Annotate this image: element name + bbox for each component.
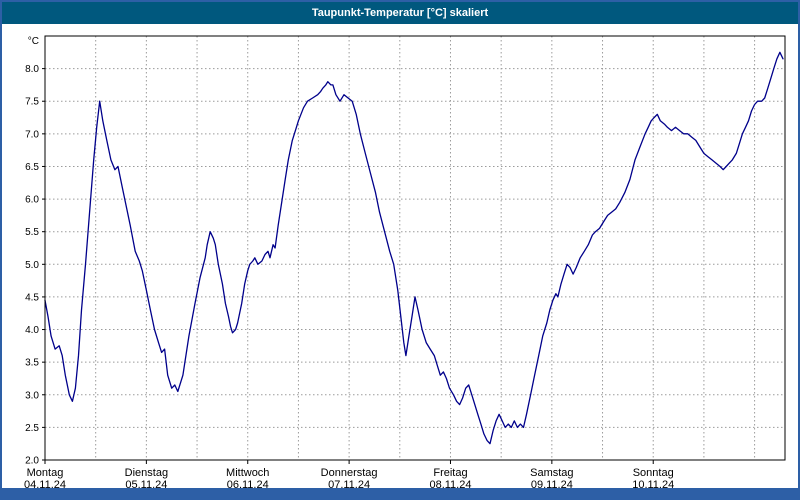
y-axis-label: 2.5 xyxy=(25,423,39,434)
window-footer xyxy=(2,488,798,498)
plot-area xyxy=(45,36,785,460)
series-line xyxy=(44,51,784,445)
y-axis-label: 6.0 xyxy=(25,195,39,206)
date-label: 10.11.24 xyxy=(632,479,674,488)
y-axis-label: 3.5 xyxy=(25,358,39,369)
y-axis-unit-label: °C xyxy=(28,36,39,47)
weekday-label: Sonntag xyxy=(633,467,674,479)
y-axis-label: 3.0 xyxy=(25,390,39,401)
weekday-label: Dienstag xyxy=(125,467,168,479)
weekday-label: Samstag xyxy=(530,467,573,479)
chart-svg: 2.0 2.5 3.0 3.5 4.0 4.5 5.0 5.5 6.0 6.5 7.0 7.5 8.0 °… xyxy=(24,35,786,488)
y-axis-label: 5.5 xyxy=(25,227,39,238)
y-axis-label: 6.5 xyxy=(25,162,39,173)
date-label: 04.11.24 xyxy=(24,479,66,488)
weekday-label: Freitag xyxy=(433,467,467,479)
date-label: 06.11.24 xyxy=(227,479,269,488)
date-label: 09.11.24 xyxy=(531,479,573,488)
y-axis-label: 4.5 xyxy=(25,292,39,303)
date-label: 08.11.24 xyxy=(429,479,471,488)
weekday-label: Mittwoch xyxy=(226,467,269,479)
date-label: 07.11.24 xyxy=(328,479,370,488)
y-axis-label: 2.0 xyxy=(25,456,39,467)
weekday-label: Donnerstag xyxy=(321,467,378,479)
window-title: Taupunkt-Temperatur [°C] skaliert xyxy=(311,7,489,19)
weekday-label: Montag xyxy=(27,467,64,479)
y-axis-label: 5.0 xyxy=(25,260,39,271)
date-label: 05.11.24 xyxy=(125,479,167,488)
y-axis-label: 7.5 xyxy=(25,97,39,108)
title-bar: Taupunkt-Temperatur [°C] skaliert xyxy=(2,2,798,24)
y-axis-label: 8.0 xyxy=(25,64,39,75)
y-axis-label: 7.0 xyxy=(25,129,39,140)
chart-area: 2.0 2.5 3.0 3.5 4.0 4.5 5.0 5.5 6.0 6.5 7.0 7.5 8.0 °… xyxy=(2,24,798,488)
y-axis-label: 4.0 xyxy=(25,325,39,336)
plot-border xyxy=(44,35,786,461)
